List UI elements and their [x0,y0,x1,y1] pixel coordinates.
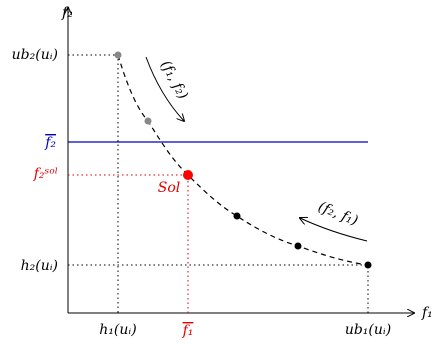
y-label: ub₂(uᵢ) [12,47,58,63]
x-label: h₁(uᵢ) [99,322,136,338]
solution-point [183,170,193,180]
arrow-label: (f₂, f₁) [316,199,360,229]
point [233,212,241,220]
point [114,51,122,59]
y-label: f₂ˢᵒˡ [33,166,58,182]
arrow-f2f1 [300,218,368,242]
x-label: ub₁(uᵢ) [345,322,391,338]
y-label: f₂ [44,135,56,151]
solution-label: Sol [158,180,181,196]
point [294,242,302,250]
guides [68,54,369,313]
pareto-curve [117,54,369,266]
sol-guides [68,174,189,313]
x-label: f₁ [182,323,194,339]
arrow-label: (f₁, f₂) [157,58,191,102]
point [144,117,152,125]
x-axis-label: f₁ [421,305,433,321]
arrow-f1f2 [145,56,184,121]
point [364,261,372,269]
y-axis-label: f₂ [61,5,73,21]
y-label: h₂(uᵢ) [21,258,58,274]
